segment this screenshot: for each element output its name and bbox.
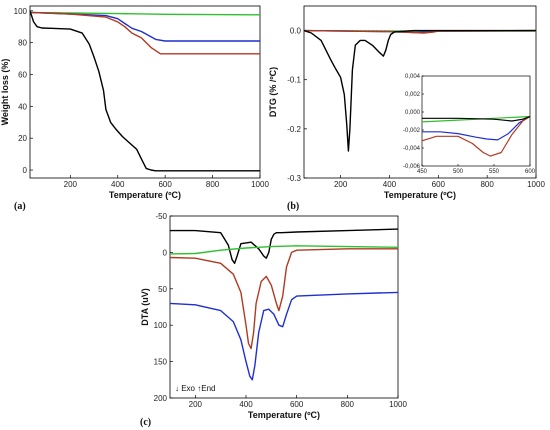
y-tick-label: 200	[154, 394, 168, 403]
panel-label-a: (a)	[14, 201, 26, 212]
plot-frame-c	[169, 215, 399, 399]
inset-x-tick-label: 450	[417, 169, 428, 175]
inset-y-tick-label: 0,000	[405, 110, 421, 116]
x-axis-label: Temperature (ºC)	[384, 190, 456, 200]
y-tick-label: 0	[23, 166, 28, 175]
series-line-blue	[169, 291, 399, 381]
series-line-blue	[29, 11, 260, 42]
x-tick-label: 400	[239, 400, 253, 409]
y-tick-label: -0.2	[287, 125, 301, 134]
x-tick-label: 400	[383, 180, 397, 189]
x-tick-label: 400	[111, 180, 125, 189]
panel-label-c: (c)	[140, 417, 151, 428]
y-axis-label: DTA (uV)	[140, 288, 150, 326]
x-tick-label: 1000	[251, 180, 269, 189]
x-tick-label: 600	[158, 180, 172, 189]
series-line-black	[303, 29, 536, 152]
y-tick-label: 100	[154, 321, 168, 330]
y-tick-label: 40	[18, 102, 27, 111]
y-tick-label: 0	[163, 248, 168, 257]
y-tick-label: 80	[18, 39, 27, 48]
x-axis-label: Temperature (ºC)	[248, 410, 320, 420]
x-tick-label: 1000	[389, 400, 407, 409]
y-tick-label: 50	[158, 285, 167, 294]
y-tick-label: 150	[154, 358, 168, 367]
inset-series-line-black	[422, 115, 531, 122]
y-tick-label: -0.3	[287, 174, 301, 183]
x-tick-label: 800	[341, 400, 355, 409]
panel-label-b: (b)	[287, 201, 299, 212]
inset-y-tick-label: -0,004	[403, 146, 421, 152]
x-tick-label: 800	[480, 180, 494, 189]
series-line-red	[169, 248, 398, 350]
y-tick-label: -0.1	[287, 76, 301, 85]
x-tick-label: 200	[64, 180, 78, 189]
y-tick-label: 100	[14, 7, 28, 16]
x-tick-label: 200	[189, 400, 203, 409]
y-tick-label: 60	[18, 70, 27, 79]
x-tick-label: 600	[290, 400, 304, 409]
x-tick-label: 1000	[527, 180, 545, 189]
inset-x-tick-label: 550	[489, 169, 500, 175]
inset-y-tick-label: 0,002	[405, 92, 421, 98]
exo-end-note: ↓ Exo ↑End	[175, 384, 215, 393]
plot-frame-a	[29, 5, 261, 179]
x-tick-label: 600	[432, 180, 446, 189]
inset-y-tick-label: -0,006	[403, 164, 421, 170]
x-axis-label: Temperature (ºC)	[109, 190, 181, 200]
y-tick-label: 20	[18, 134, 27, 143]
plot-frame-b	[303, 5, 537, 179]
x-tick-label: 200	[334, 180, 348, 189]
y-tick-label: 0.0	[290, 27, 302, 36]
series-line-red	[29, 11, 260, 55]
series-line-green	[169, 245, 399, 255]
series-line-black	[170, 228, 399, 264]
inset-y-tick-label: 0,004	[405, 74, 421, 80]
inset-y-tick-label: -0,002	[403, 128, 421, 134]
inset-series-line-blue	[422, 115, 531, 141]
series-line-black	[29, 10, 260, 172]
inset-series-line-red	[421, 115, 531, 157]
series-line-green	[29, 11, 261, 16]
inset-x-tick-label: 600	[525, 169, 536, 175]
inset-x-tick-label: 500	[453, 169, 464, 175]
x-tick-label: 800	[206, 180, 220, 189]
y-tick-label: -50	[155, 212, 167, 221]
y-axis-label: DTG (% /ºC)	[268, 67, 278, 117]
y-axis-label: Weight loss (%)	[0, 59, 10, 126]
